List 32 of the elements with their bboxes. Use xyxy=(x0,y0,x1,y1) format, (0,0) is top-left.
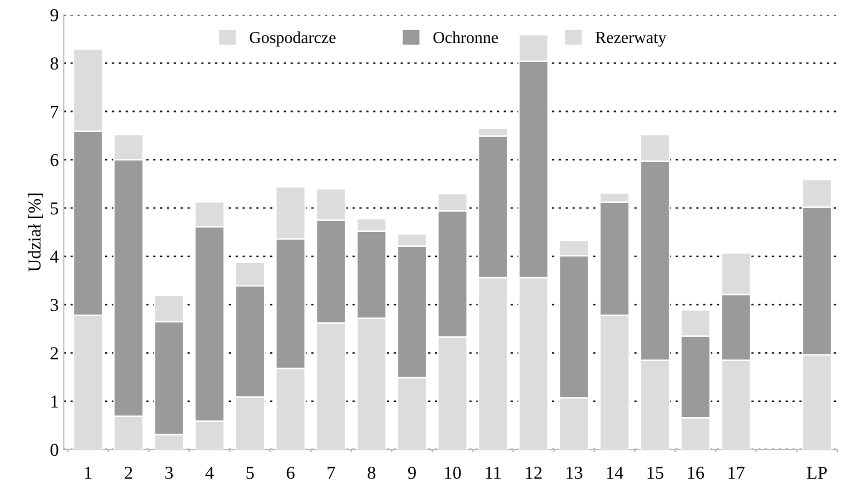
y-tick-label: 0 xyxy=(50,444,58,456)
x-tick-label: 16 xyxy=(688,466,704,479)
x-tick-label: 8 xyxy=(368,466,376,479)
x-tick-label: 17 xyxy=(728,466,745,479)
y-tick-label: 1 xyxy=(51,396,58,408)
y-tick-label: 9 xyxy=(50,9,58,22)
y-tick-label: 7 xyxy=(51,106,58,118)
x-tick-label: 14 xyxy=(607,466,624,479)
x-tick-label: 3 xyxy=(165,466,173,479)
y-axis-title: Udział [%] xyxy=(28,194,43,272)
x-tick-label: 2 xyxy=(124,466,132,479)
x-tick-label: 10 xyxy=(445,466,461,479)
y-tick-label: 5 xyxy=(50,202,58,214)
x-tick-label: 13 xyxy=(566,466,582,479)
x-tick-label: 5 xyxy=(246,466,254,479)
x-tick-label: 9 xyxy=(408,466,416,479)
legend-label: Rezerwaty xyxy=(596,32,666,47)
x-tick-label: LP xyxy=(806,466,827,479)
x-tick-label: 11 xyxy=(486,466,501,479)
y-tick-label: 2 xyxy=(50,347,58,360)
x-tick-label: 1 xyxy=(85,466,92,479)
y-tick-label: 8 xyxy=(50,57,58,70)
x-tick-label: 4 xyxy=(205,466,214,479)
x-tick-label: 7 xyxy=(328,466,336,479)
x-tick-label: 12 xyxy=(526,466,542,479)
y-tick-label: 3 xyxy=(50,298,58,312)
y-tick-label: 6 xyxy=(50,154,58,166)
y-tick-label: 4 xyxy=(50,250,59,263)
x-tick-label: 6 xyxy=(286,466,295,479)
legend-label: Ochronne xyxy=(433,31,498,44)
x-tick-label: 15 xyxy=(648,466,664,479)
legend-label: Gospodarcze xyxy=(250,31,336,47)
